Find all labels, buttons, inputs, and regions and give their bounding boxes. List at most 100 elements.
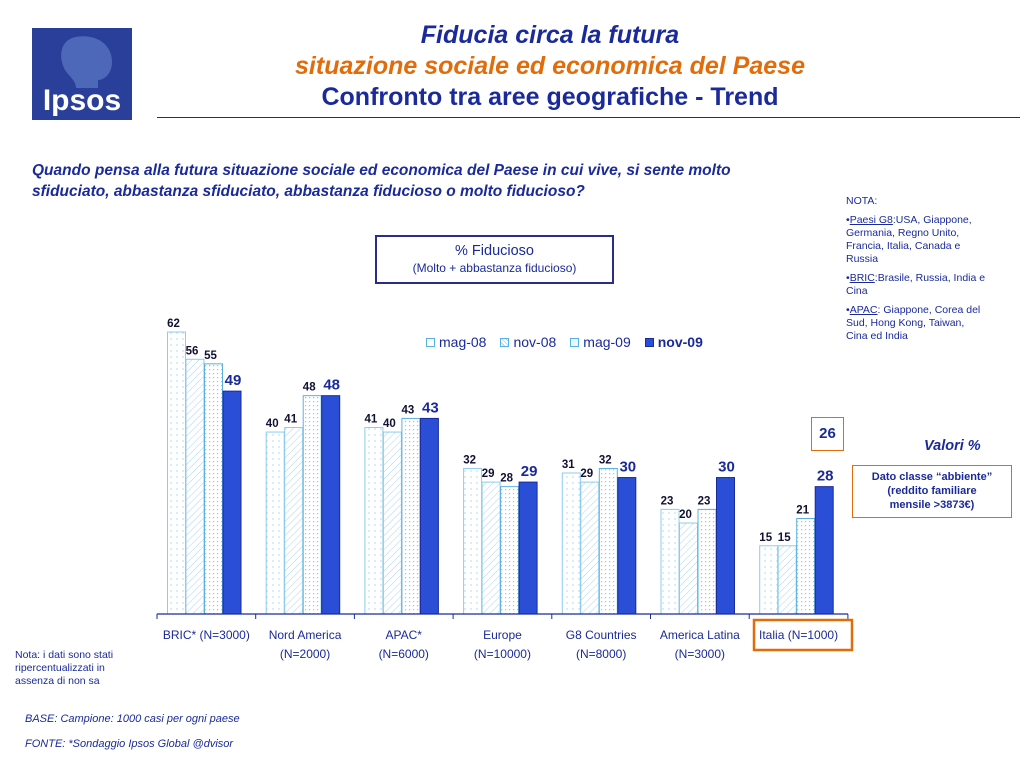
category-label: APAC* — [386, 628, 423, 642]
data-label-nov-08-2: 40 — [383, 418, 396, 430]
category-label: Nord America — [269, 628, 342, 642]
bar-nov-08-0 — [185, 358, 205, 615]
notes-panel: NOTA: •Paesi G8:USA, Giappone, Germania,… — [846, 195, 986, 349]
data-label-mag-08-1: 40 — [266, 418, 279, 430]
bar-nov-09-1 — [321, 395, 341, 615]
category-label: G8 Countries — [566, 628, 637, 642]
category-label: Italia (N=1000) — [759, 628, 838, 642]
bar-mag-08-1 — [265, 431, 285, 615]
data-label-nov-09-2: 43 — [422, 399, 439, 416]
bar-mag-09-2 — [401, 417, 421, 615]
data-label-nov-09-1: 48 — [323, 377, 340, 394]
data-label-mag-09-0: 55 — [204, 350, 217, 362]
dato-abbiente-box: Dato classe “abbiente” (reddito familiar… — [852, 465, 1012, 518]
category-label-n: (N=8000) — [576, 647, 626, 661]
title-line-1: Fiducia circa la futura — [420, 21, 680, 49]
legend-swatch — [570, 337, 580, 347]
chart-legend: mag-08 nov-08 mag-09 nov-09 — [426, 334, 717, 350]
data-label-nov-09-6: 28 — [817, 468, 834, 485]
bar-mag-09-4 — [598, 467, 618, 615]
legend-label: nov-09 — [657, 334, 703, 350]
bar-mag-08-2 — [364, 427, 384, 615]
bar-mag-09-3 — [500, 486, 520, 615]
legend-label: nov-08 — [513, 334, 557, 350]
legend-label: mag-09 — [583, 334, 631, 350]
data-label-nov-09-3: 29 — [521, 463, 538, 480]
note-g8: •Paesi G8:USA, Giappone, Germania, Regno… — [846, 214, 972, 265]
bar-nov-09-6 — [814, 486, 834, 615]
data-label-nov-09-0: 49 — [225, 372, 242, 389]
bar-nov-08-3 — [481, 481, 501, 615]
bar-nov-09-5 — [716, 477, 735, 615]
note-bric-label: BRIC — [849, 272, 875, 284]
logo-text: Ipsos — [43, 84, 121, 117]
data-label-nov-09-4: 30 — [619, 459, 636, 476]
bar-nov-08-4 — [580, 481, 600, 615]
data-label-mag-09-5: 23 — [698, 495, 711, 507]
legend-item-mag-09: mag-09 — [570, 334, 631, 350]
legend-item-nov-09: nov-09 — [644, 334, 703, 350]
data-label-nov-08-3: 29 — [482, 468, 495, 480]
data-label-mag-09-4: 32 — [599, 454, 612, 466]
data-label-nov-08-6: 15 — [778, 532, 791, 544]
note-apac-label: APAC — [849, 304, 878, 316]
note-g8-text: :USA, Giappone, Germania, Regno Unito, F… — [846, 214, 972, 265]
note-bric: •BRIC:Brasile, Russia, India e Cina — [846, 272, 986, 297]
footnote-base: BASE: Campione: 1000 casi per ogni paese — [25, 713, 240, 725]
legend-item-nov-08: nov-08 — [500, 334, 556, 350]
fiducioso-title: % Fiducioso — [455, 243, 534, 259]
italia-abbiente-value-box: 26 — [811, 417, 844, 451]
data-label-mag-09-3: 28 — [500, 473, 513, 485]
ipsos-logo: Ipsos — [32, 28, 132, 120]
italia-highlight-box — [752, 618, 854, 652]
category-label: America Latina — [660, 628, 740, 642]
fiducioso-subtitle: (Molto + abbastanza fiducioso) — [412, 261, 577, 275]
category-label: BRIC* (N=3000) — [163, 628, 250, 642]
bar-nov-08-5 — [679, 522, 698, 615]
fiducioso-box: % Fiducioso (Molto + abbastanza fiducios… — [375, 235, 614, 284]
data-label-mag-08-3: 32 — [463, 454, 476, 466]
legend-swatch — [426, 337, 435, 347]
note-apac-text: : Giappone, Corea del Sud, Hong Kong, Ta… — [846, 304, 981, 342]
data-label-mag-09-2: 43 — [402, 404, 415, 416]
dato-line-1: Dato classe “abbiente” — [871, 471, 993, 483]
data-label-mag-08-4: 31 — [562, 459, 575, 471]
data-label-mag-09-6: 21 — [796, 504, 809, 516]
valori-label: Valori % — [924, 438, 981, 454]
category-label-n: (N=6000) — [379, 647, 429, 661]
bar-nov-09-0 — [222, 390, 242, 615]
data-label-nov-08-1: 41 — [284, 414, 297, 426]
bar-mag-08-3 — [463, 467, 483, 615]
data-label-mag-08-2: 41 — [365, 414, 378, 426]
footnote-fonte: FONTE: *Sondaggio Ipsos Global @dvisor — [25, 738, 234, 750]
title-line-2: situazione sociale ed economica del Paes… — [295, 52, 805, 80]
survey-question: Quando pensa alla futura situazione soci… — [32, 162, 731, 200]
note-bric-text: :Brasile, Russia, India e Cina — [846, 272, 986, 297]
data-label-nov-09-5: 30 — [718, 459, 735, 476]
notes-heading: NOTA: — [846, 195, 878, 207]
data-label-mag-08-0: 62 — [167, 318, 180, 330]
bar-mag-08-6 — [759, 545, 779, 615]
legend-item-mag-08: mag-08 — [426, 334, 486, 350]
note-g8-label: Paesi G8 — [849, 214, 893, 226]
legend-swatch — [644, 337, 654, 347]
bar-mag-08-4 — [561, 472, 581, 615]
title-line-3: Confronto tra aree geografiche - Trend — [321, 83, 779, 111]
footnote-nota: Nota: i dati sono stati ripercentualizza… — [15, 649, 114, 687]
legend-swatch — [500, 337, 510, 347]
data-label-nov-08-0: 56 — [186, 345, 199, 357]
bar-mag-09-5 — [697, 508, 717, 615]
category-label-n: (N=3000) — [675, 647, 725, 661]
bar-nov-08-2 — [382, 431, 402, 615]
data-label-nov-08-5: 20 — [679, 509, 692, 521]
bar-mag-08-0 — [167, 331, 186, 615]
dato-line-3: mensile >3873€) — [889, 499, 975, 511]
legend-label: mag-08 — [439, 334, 487, 350]
title-divider — [157, 117, 1020, 118]
data-label-mag-09-1: 48 — [303, 382, 316, 394]
bar-mag-09-6 — [796, 517, 816, 615]
bar-mag-08-5 — [660, 508, 680, 615]
data-label-mag-08-6: 15 — [759, 532, 772, 544]
bar-nov-09-3 — [518, 481, 538, 615]
